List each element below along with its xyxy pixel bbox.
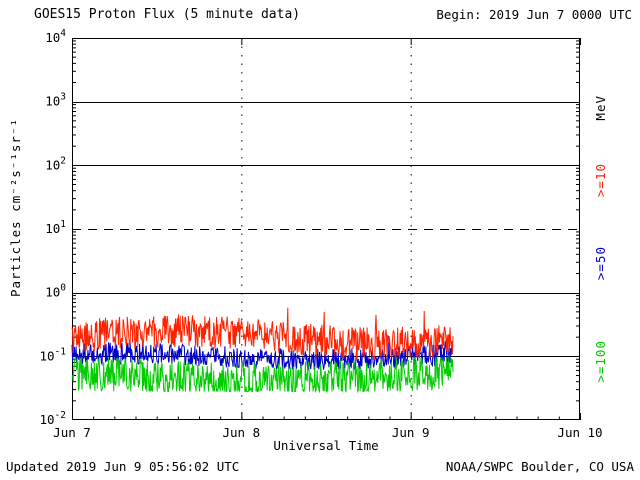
y-tick-label: 102 — [45, 155, 66, 172]
x-tick-label: Jun 8 — [223, 425, 261, 440]
y-tick-label: 10-1 — [39, 346, 66, 363]
page-title: GOES15 Proton Flux (5 minute data) — [34, 7, 301, 22]
series-p_gt100 — [71, 356, 454, 394]
y-tick-label: 104 — [45, 28, 66, 45]
series-p_gt10 — [71, 307, 454, 361]
legend-label-ge100: >=100 — [593, 340, 608, 383]
legend-label-ge10: >=10 — [593, 163, 608, 198]
updated-timestamp: Updated 2019 Jun 9 05:56:02 UTC — [6, 459, 240, 474]
y-tick-label: 100 — [45, 283, 66, 300]
x-tick-label: Jun 7 — [53, 425, 91, 440]
legend-label-ge50: >=50 — [593, 246, 608, 281]
x-axis-title: Universal Time — [273, 438, 379, 453]
right-axis-unit-label: MeV — [593, 95, 608, 121]
source-attribution: NOAA/SWPC Boulder, CO USA — [445, 459, 634, 474]
begin-time-label: Begin: 2019 Jun 7 0000 UTC — [436, 7, 632, 22]
y-tick-label: 101 — [45, 219, 66, 236]
x-tick-label: Jun 10 — [557, 425, 602, 440]
x-tick-label: Jun 9 — [392, 425, 430, 440]
y-tick-label: 103 — [45, 92, 66, 109]
